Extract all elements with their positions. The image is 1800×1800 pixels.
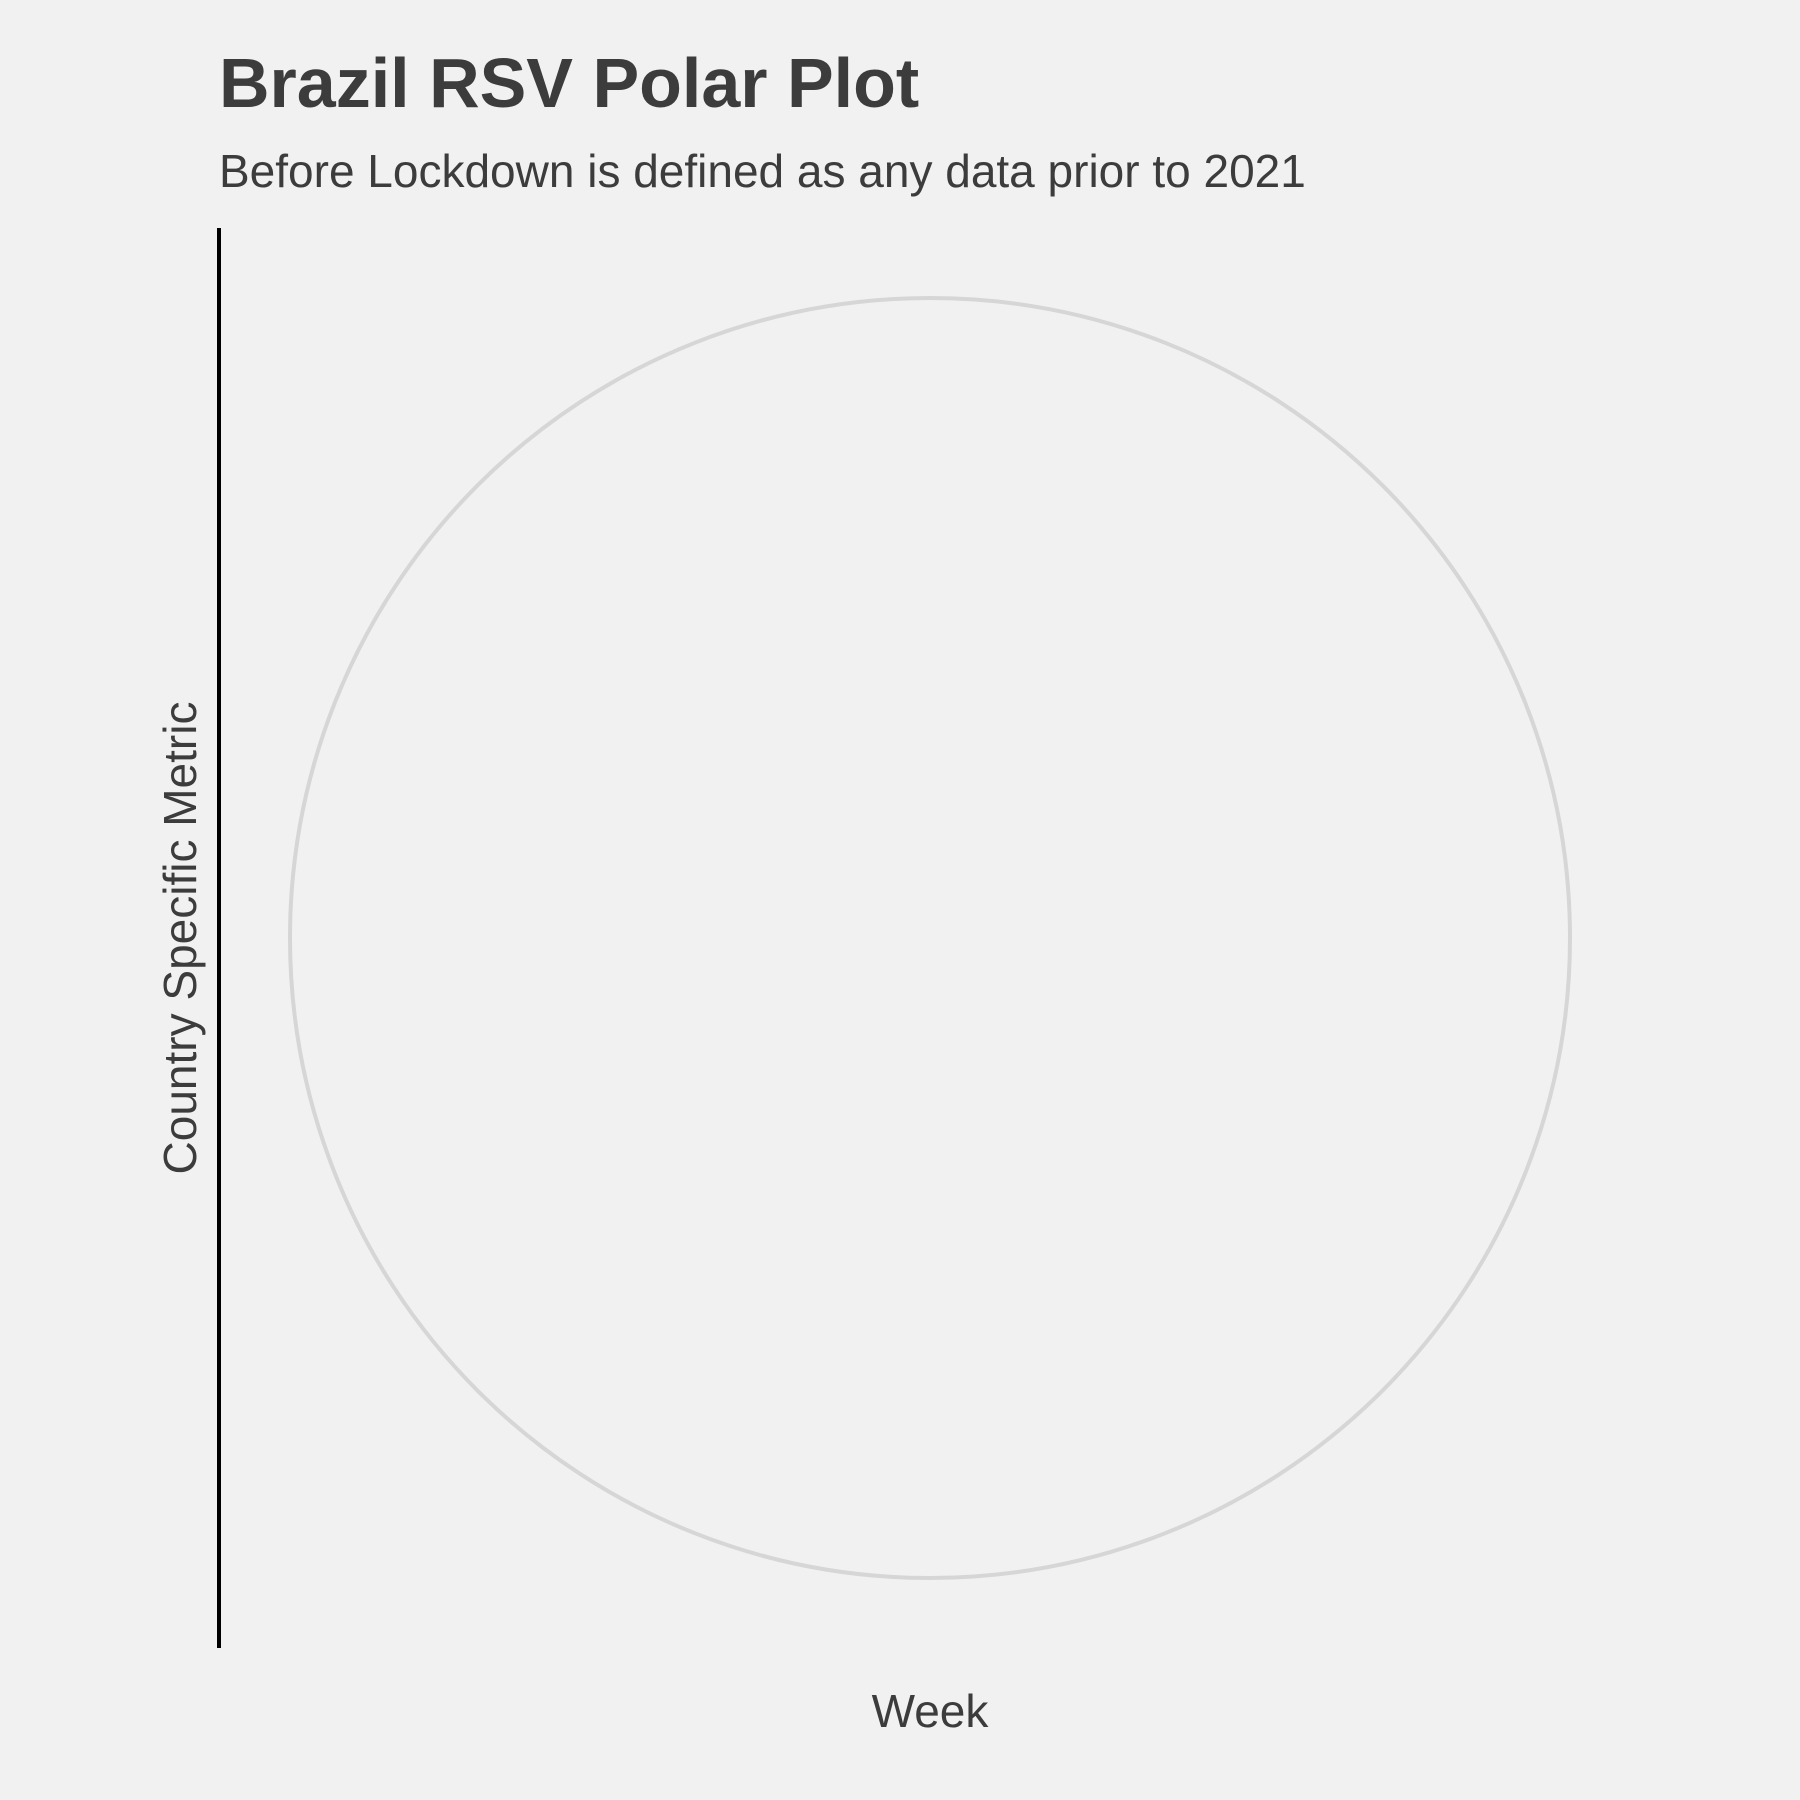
- x-axis-title: Week: [872, 1685, 990, 1737]
- y-axis-title: Country Specific Metric: [154, 702, 206, 1175]
- chart-subtitle: Before Lockdown is defined as any data p…: [219, 145, 1306, 197]
- polar-grid-circle: [288, 296, 1572, 1580]
- chart-title: Brazil RSV Polar Plot: [219, 44, 920, 122]
